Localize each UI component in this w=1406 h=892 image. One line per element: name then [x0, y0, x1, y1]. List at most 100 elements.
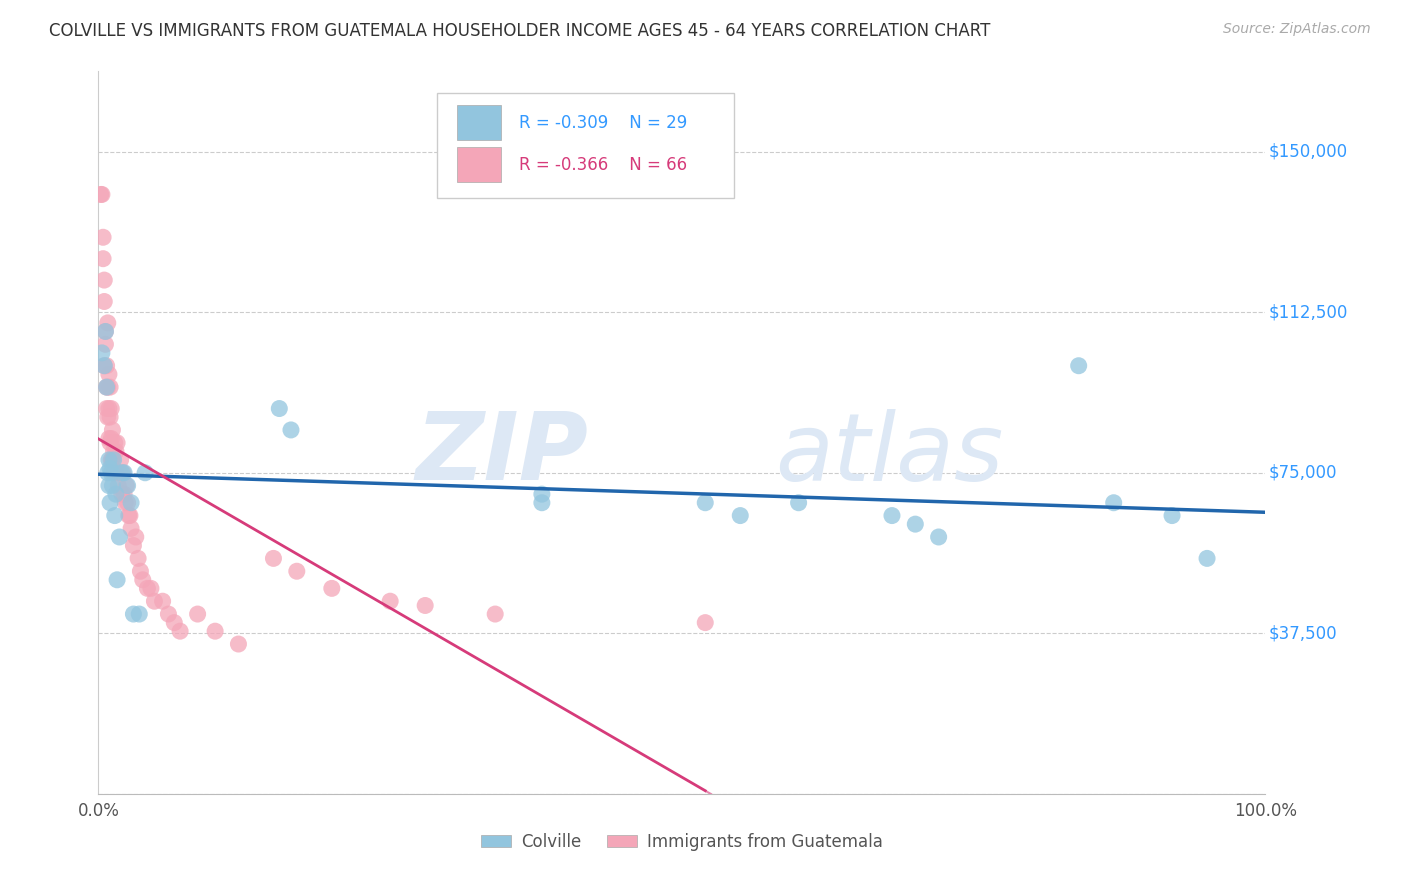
Point: [880, 508, 903, 523]
Point: [1161, 508, 1184, 523]
Point: [262, 551, 284, 566]
Point: [96, 359, 118, 373]
Point: [97, 453, 120, 467]
Point: [97, 380, 120, 394]
Text: $112,500: $112,500: [1268, 303, 1348, 321]
Point: [114, 496, 136, 510]
Point: [105, 573, 128, 587]
Point: [125, 530, 148, 544]
Point: [139, 582, 162, 596]
Point: [111, 466, 134, 480]
Point: [136, 582, 159, 596]
Point: [103, 466, 125, 480]
Point: [269, 401, 291, 416]
Point: [132, 573, 155, 587]
Point: [321, 582, 343, 596]
Point: [120, 521, 142, 535]
Point: [104, 435, 127, 450]
Point: [93, 359, 115, 373]
Point: [928, 530, 950, 544]
Point: [280, 423, 302, 437]
Point: [1102, 496, 1125, 510]
Point: [98, 496, 121, 510]
Point: [163, 615, 186, 630]
Point: [117, 496, 139, 510]
Point: [108, 466, 131, 480]
Point: [118, 508, 141, 523]
Point: [93, 294, 115, 309]
Point: [157, 607, 180, 621]
Point: [413, 599, 436, 613]
Point: [98, 380, 121, 394]
Point: [111, 466, 134, 480]
Text: $75,000: $75,000: [1268, 464, 1337, 482]
Point: [100, 466, 122, 480]
Point: [90, 187, 112, 202]
Point: [104, 508, 127, 523]
Point: [112, 466, 135, 480]
Point: [97, 368, 120, 382]
Point: [904, 517, 927, 532]
Point: [100, 401, 122, 416]
Point: [103, 444, 125, 458]
Point: [228, 637, 250, 651]
Point: [187, 607, 209, 621]
Point: [127, 551, 149, 566]
Point: [101, 423, 124, 437]
Point: [101, 453, 124, 467]
Point: [117, 478, 139, 492]
FancyBboxPatch shape: [457, 147, 501, 182]
Point: [122, 607, 145, 621]
Point: [122, 539, 145, 553]
Point: [787, 496, 810, 510]
Point: [98, 435, 121, 450]
Point: [695, 496, 717, 510]
Point: [107, 478, 129, 492]
Point: [96, 401, 118, 416]
Point: [118, 508, 141, 523]
Point: [169, 624, 191, 639]
Point: [94, 337, 117, 351]
Point: [111, 487, 134, 501]
Point: [97, 401, 120, 416]
Point: [97, 478, 120, 492]
Point: [530, 496, 553, 510]
Point: [98, 410, 121, 425]
Text: Source: ZipAtlas.com: Source: ZipAtlas.com: [1223, 22, 1371, 37]
Text: $37,500: $37,500: [1268, 624, 1337, 642]
Text: R = -0.309    N = 29: R = -0.309 N = 29: [519, 113, 686, 132]
Text: ZIP: ZIP: [416, 409, 589, 500]
Point: [129, 564, 152, 578]
Text: COLVILLE VS IMMIGRANTS FROM GUATEMALA HOUSEHOLDER INCOME AGES 45 - 64 YEARS CORR: COLVILLE VS IMMIGRANTS FROM GUATEMALA HO…: [49, 22, 991, 40]
Point: [93, 359, 115, 373]
Point: [97, 410, 120, 425]
Point: [695, 615, 717, 630]
Point: [380, 594, 402, 608]
Point: [143, 594, 166, 608]
Point: [112, 487, 135, 501]
Point: [91, 230, 114, 244]
Point: [110, 453, 132, 467]
Point: [730, 508, 752, 523]
Text: $150,000: $150,000: [1268, 143, 1348, 161]
Point: [104, 466, 127, 480]
Point: [97, 316, 120, 330]
Point: [120, 496, 142, 510]
Point: [100, 432, 122, 446]
Point: [93, 273, 115, 287]
Point: [108, 530, 131, 544]
Point: [91, 252, 114, 266]
Point: [103, 453, 125, 467]
Text: R = -0.366    N = 66: R = -0.366 N = 66: [519, 155, 686, 174]
Point: [115, 478, 138, 492]
Point: [105, 435, 128, 450]
Point: [100, 453, 122, 467]
Point: [484, 607, 506, 621]
Point: [98, 461, 121, 475]
Point: [97, 466, 120, 480]
Point: [204, 624, 226, 639]
Point: [94, 325, 117, 339]
Point: [96, 380, 118, 394]
FancyBboxPatch shape: [457, 105, 501, 140]
Point: [101, 478, 124, 492]
